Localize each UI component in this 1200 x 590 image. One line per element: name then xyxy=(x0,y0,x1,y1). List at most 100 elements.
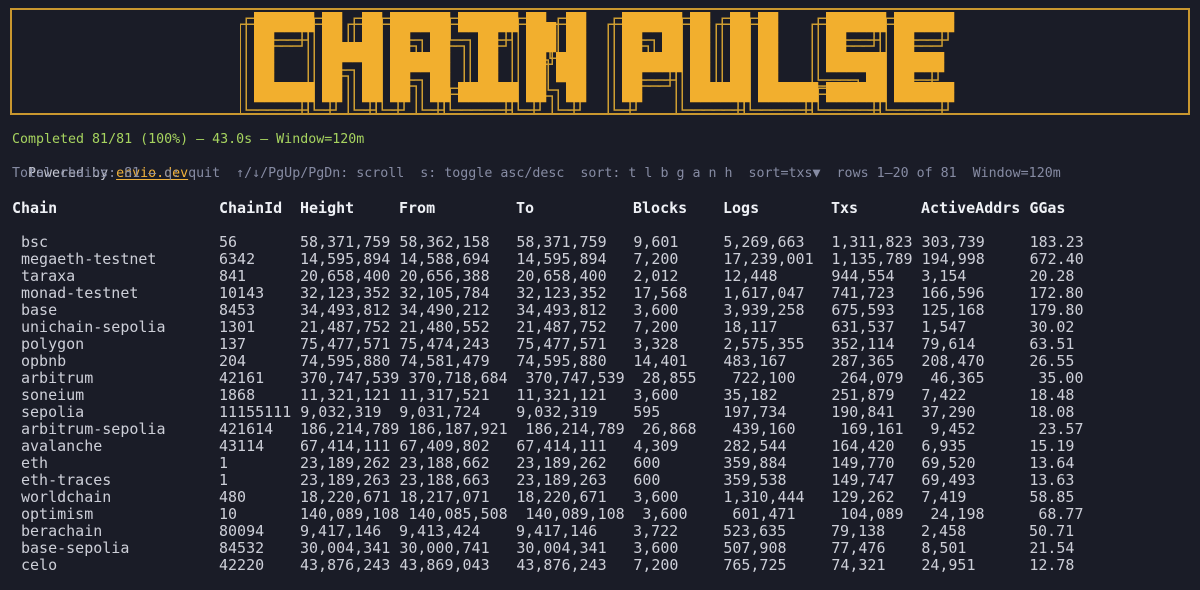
cell-txs: 77,476 xyxy=(831,539,886,557)
cell-logs: 722,100 xyxy=(732,369,796,387)
cell-txs: 1,311,823 xyxy=(831,233,913,251)
cell-from: 32,105,784 xyxy=(399,284,490,302)
cell-logs: 523,635 xyxy=(723,522,787,540)
cell-chain: berachain xyxy=(21,522,103,540)
cell-logs: 5,269,663 xyxy=(723,233,805,251)
table-row: base 8453 34,493,812 34,490,212 34,493,812 3,… xyxy=(0,302,1200,319)
cell-ggas: 21.54 xyxy=(1029,539,1075,557)
cell-height: 18,220,671 xyxy=(300,488,391,506)
cell-to: 23,189,262 xyxy=(516,454,607,472)
cell-from: 34,490,212 xyxy=(399,301,490,319)
cell-activeaddrs: 3,154 xyxy=(921,267,967,285)
cell-height: 370,747,539 xyxy=(300,369,400,387)
cell-blocks: 7,200 xyxy=(633,250,679,268)
cell-logs: 601,471 xyxy=(732,505,796,523)
cell-blocks: 3,328 xyxy=(633,335,679,353)
col-header-txs: Txs xyxy=(831,199,859,217)
status-completed: Completed 81/81 (100%) — 43.0s — Window=… xyxy=(12,132,365,147)
cell-from: 140,085,508 xyxy=(408,505,508,523)
cell-activeaddrs: 7,422 xyxy=(921,386,967,404)
cell-chainid: 43114 xyxy=(219,437,265,455)
table-row: taraxa 841 20,658,400 20,656,388 20,658,400 2… xyxy=(0,268,1200,285)
cell-height: 23,189,262 xyxy=(300,454,391,472)
cell-activeaddrs: 8,501 xyxy=(921,539,967,557)
cell-ggas: 672.40 xyxy=(1029,250,1084,268)
cell-from: 9,413,424 xyxy=(399,522,481,540)
cell-logs: 282,544 xyxy=(723,437,787,455)
cell-from: 21,480,552 xyxy=(399,318,490,336)
cell-txs: 741,723 xyxy=(831,284,895,302)
table-row: worldchain 480 18,220,671 18,217,071 18,220,… xyxy=(0,489,1200,506)
cell-activeaddrs: 125,168 xyxy=(921,301,985,319)
cell-chain: base-sepolia xyxy=(21,539,130,557)
cell-chain: soneium xyxy=(21,386,85,404)
cell-ggas: 13.64 xyxy=(1029,454,1075,472)
cell-height: 74,595,880 xyxy=(300,352,391,370)
cell-txs: 264,079 xyxy=(840,369,904,387)
cell-chain: megaeth-testnet xyxy=(21,250,157,268)
cell-ggas: 30.02 xyxy=(1029,318,1075,336)
cell-ggas: 172.80 xyxy=(1029,284,1084,302)
cell-blocks: 4,309 xyxy=(633,437,679,455)
cell-height: 43,876,243 xyxy=(300,556,391,574)
cell-to: 67,414,111 xyxy=(516,437,607,455)
cell-height: 23,189,263 xyxy=(300,471,391,489)
cell-activeaddrs: 7,419 xyxy=(921,488,967,506)
cell-to: 370,747,539 xyxy=(525,369,625,387)
cell-chainid: 480 xyxy=(219,488,247,506)
cell-txs: 104,089 xyxy=(840,505,904,523)
col-header-chain: Chain xyxy=(12,199,58,217)
cell-chain: worldchain xyxy=(21,488,112,506)
cell-from: 23,188,662 xyxy=(399,454,490,472)
envio-link[interactable]: envio.dev xyxy=(116,166,189,181)
cell-ggas: 20.28 xyxy=(1029,267,1075,285)
cell-from: 23,188,663 xyxy=(399,471,490,489)
cell-blocks: 3,722 xyxy=(633,522,679,540)
cell-to: 9,417,146 xyxy=(516,522,598,540)
table-row: eth-traces 1 23,189,263 23,188,663 23,189,26… xyxy=(0,472,1200,489)
cell-from: 43,869,043 xyxy=(399,556,490,574)
table-row: arbitrum-sepolia 421614 186,214,789 186,187… xyxy=(0,421,1200,438)
cell-from: 370,718,684 xyxy=(408,369,508,387)
cell-blocks: 600 xyxy=(633,471,661,489)
cell-blocks: 26,868 xyxy=(642,420,697,438)
cell-to: 18,220,671 xyxy=(516,488,607,506)
table-row: sepolia 11155111 9,032,319 9,031,724 9,032,3… xyxy=(0,404,1200,421)
cell-txs: 149,770 xyxy=(831,454,895,472)
cell-from: 75,474,243 xyxy=(399,335,490,353)
cell-txs: 675,593 xyxy=(831,301,895,319)
cell-ggas: 12.78 xyxy=(1029,556,1075,574)
cell-blocks: 2,012 xyxy=(633,267,679,285)
cell-to: 23,189,263 xyxy=(516,471,607,489)
cell-logs: 12,448 xyxy=(723,267,778,285)
cell-from: 30,000,741 xyxy=(399,539,490,557)
cell-chain: opbnb xyxy=(21,352,67,370)
cell-activeaddrs: 9,452 xyxy=(930,420,976,438)
cell-to: 20,658,400 xyxy=(516,267,607,285)
table-row: celo 42220 43,876,243 43,869,043 43,876,243 7… xyxy=(0,557,1200,574)
cell-activeaddrs: 194,998 xyxy=(921,250,985,268)
cell-to: 11,321,121 xyxy=(516,386,607,404)
cell-chain: bsc xyxy=(21,233,49,251)
cell-blocks: 3,600 xyxy=(633,488,679,506)
cell-activeaddrs: 69,520 xyxy=(921,454,976,472)
cell-activeaddrs: 166,596 xyxy=(921,284,985,302)
col-header-activeaddrs: ActiveAddrs xyxy=(921,199,1021,217)
table-row: avalanche 43114 67,414,111 67,409,802 67,414… xyxy=(0,438,1200,455)
cell-height: 186,214,789 xyxy=(300,420,400,438)
cell-height: 11,321,121 xyxy=(300,386,391,404)
cell-from: 9,031,724 xyxy=(399,403,481,421)
cell-txs: 74,321 xyxy=(831,556,886,574)
cell-blocks: 3,600 xyxy=(642,505,688,523)
table-header: Chain ChainId Height From To Blocks Logs Txs Act… xyxy=(0,200,1200,217)
cell-to: 58,371,759 xyxy=(516,233,607,251)
cell-logs: 765,725 xyxy=(723,556,787,574)
cell-from: 186,187,921 xyxy=(408,420,508,438)
cell-blocks: 600 xyxy=(633,454,661,472)
cell-blocks: 17,568 xyxy=(633,284,688,302)
cell-chainid: 204 xyxy=(219,352,247,370)
cell-ggas: 18.08 xyxy=(1029,403,1075,421)
table-body: bsc 56 58,371,759 58,362,158 58,371,759 9,601… xyxy=(0,234,1200,574)
table-row: monad-testnet 10143 32,123,352 32,105,784 32… xyxy=(0,285,1200,302)
cell-from: 20,656,388 xyxy=(399,267,490,285)
